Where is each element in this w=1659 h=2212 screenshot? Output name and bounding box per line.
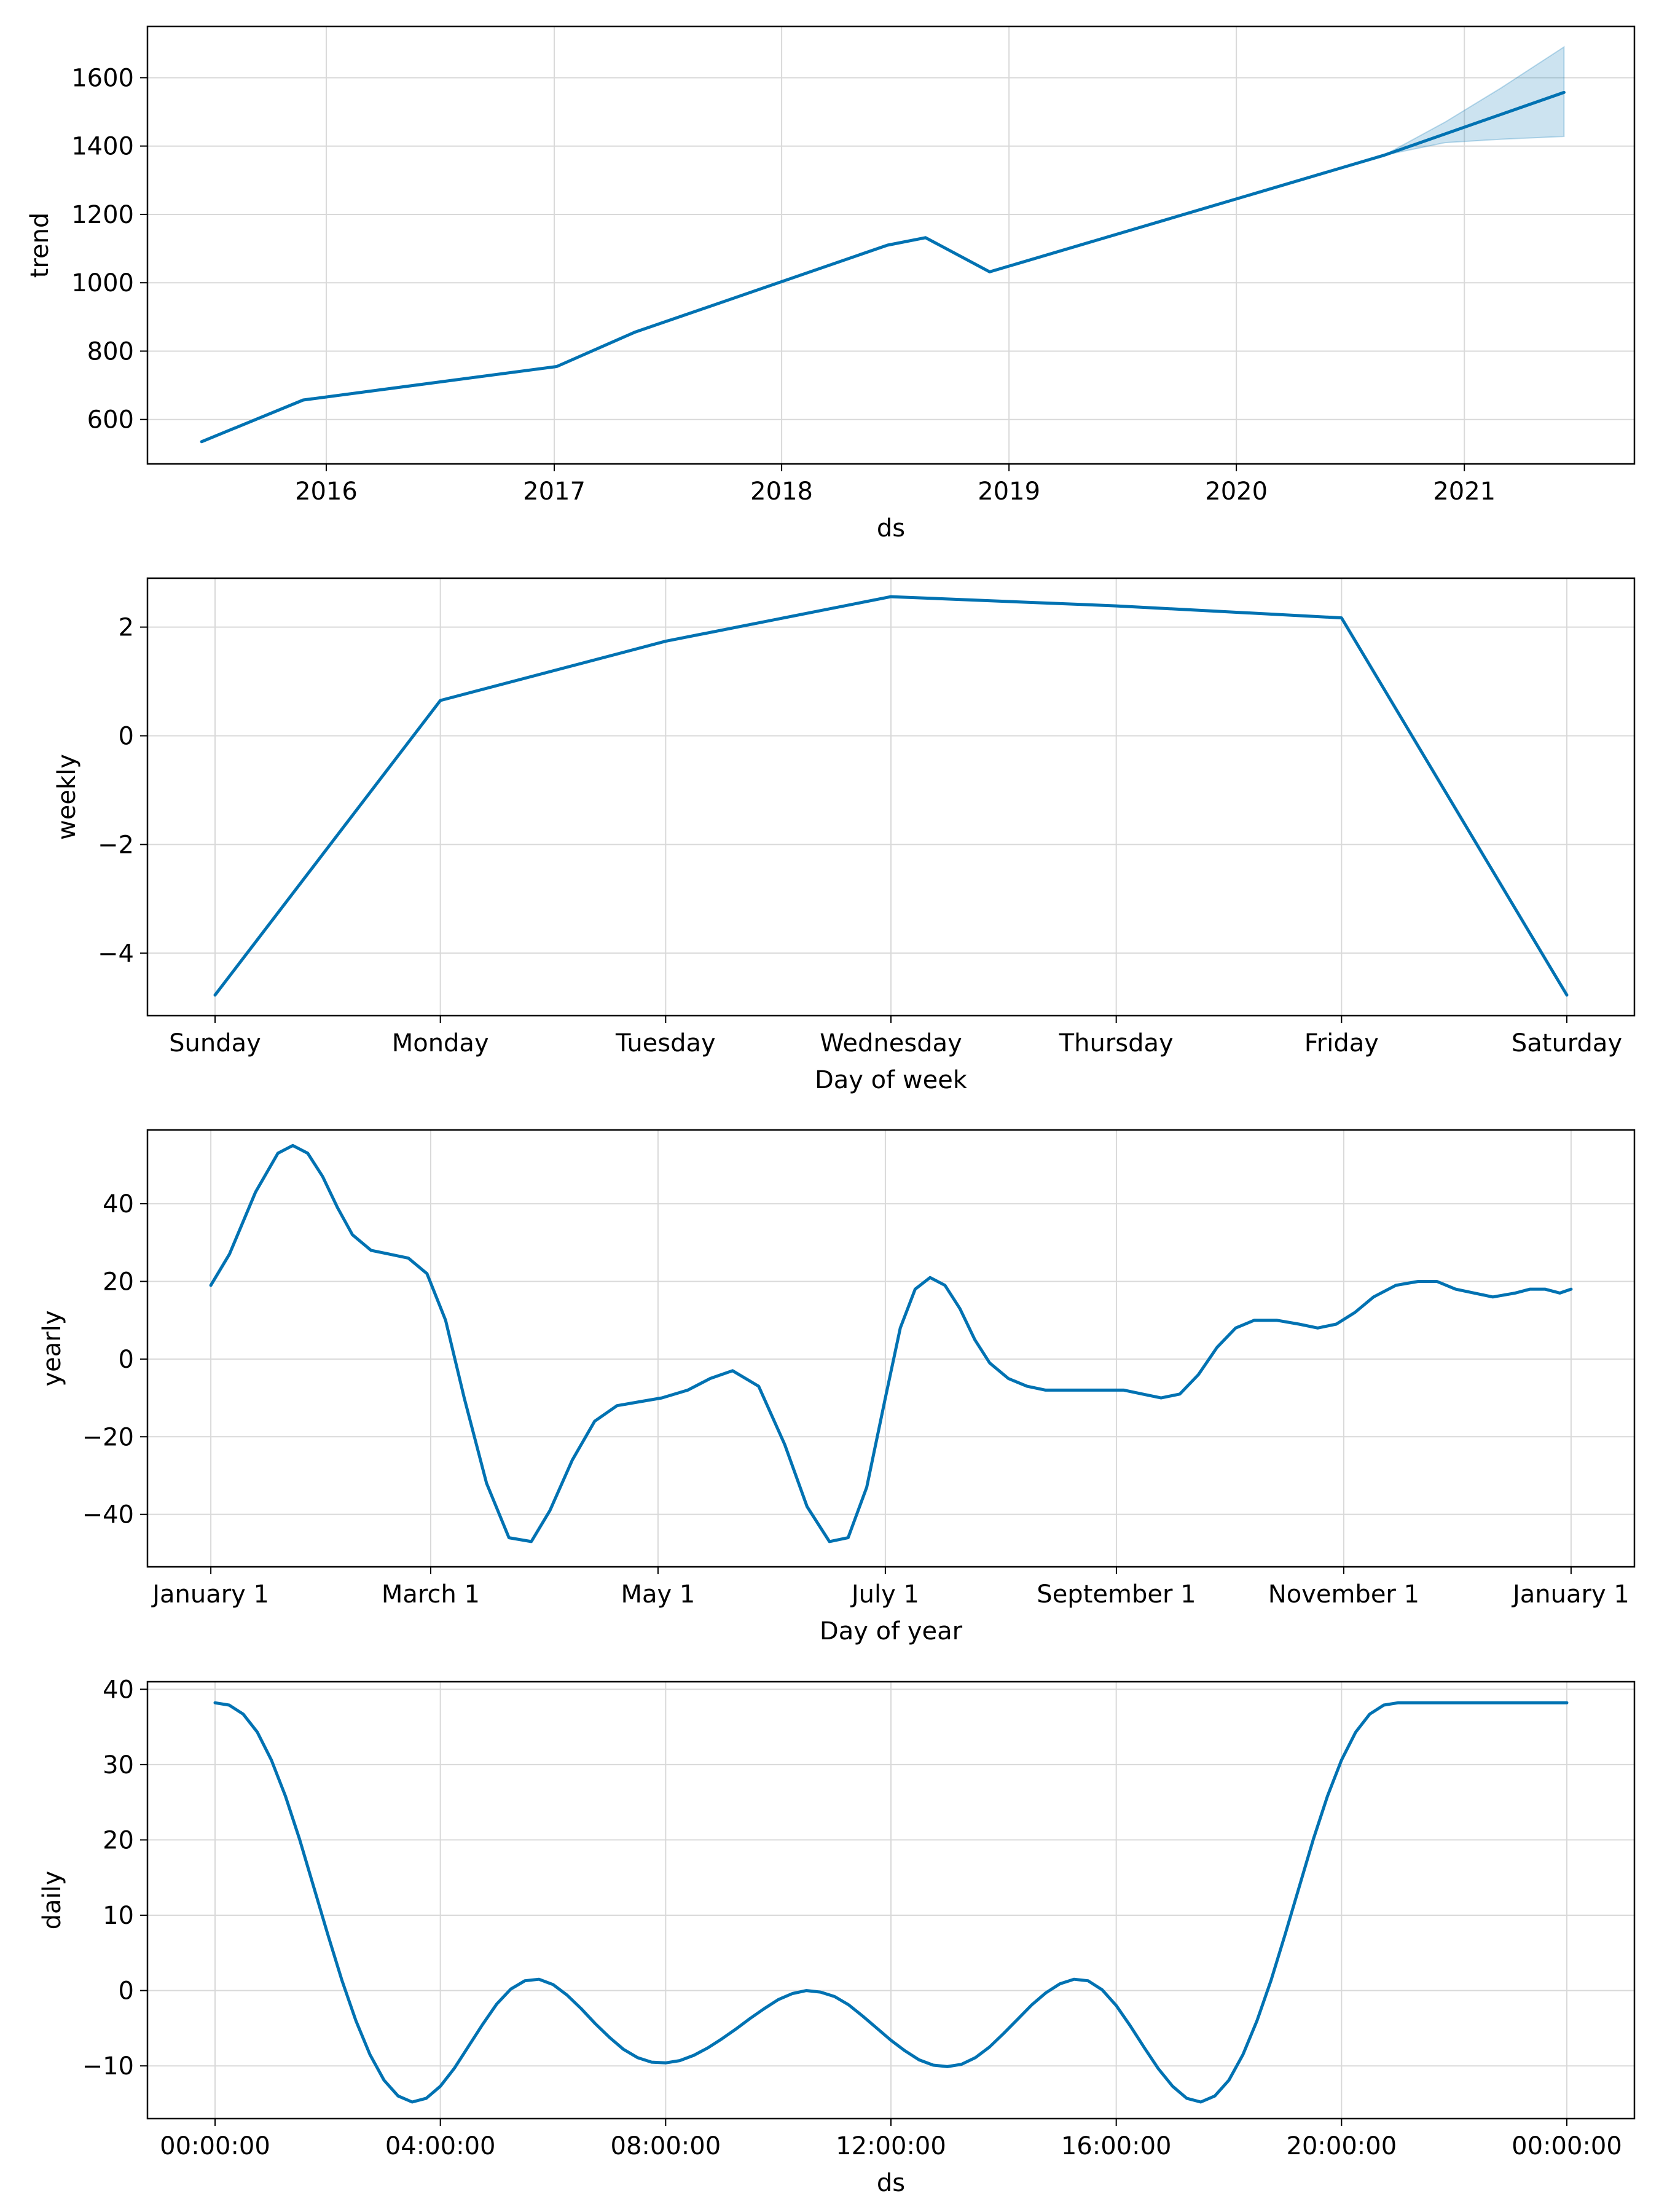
y-tick-label: 40 — [103, 1190, 134, 1218]
x-tick-label: January 1 — [151, 1580, 269, 1609]
y-tick-label: 0 — [119, 1977, 134, 2006]
y-tick-label: 20 — [103, 1826, 134, 1854]
x-tick-label: 2016 — [295, 477, 358, 506]
y-tick-label: −20 — [82, 1423, 134, 1451]
x-tick-label: 20:00:00 — [1287, 2132, 1397, 2160]
chart-panel-weekly: Sunday Monday Tuesday Wednesday Thursday Frid… — [53, 577, 1636, 1094]
x-tick-label: 00:00:00 — [160, 2132, 270, 2160]
y-tick-label: 10 — [103, 1902, 134, 1930]
series-line-yearly — [209, 1143, 1573, 1543]
x-tick-label: Tuesday — [615, 1029, 716, 1057]
y-tick-label: 20 — [103, 1268, 134, 1296]
x-tick-label: Friday — [1304, 1029, 1379, 1057]
x-tick-label: Saturday — [1512, 1029, 1622, 1057]
x-tick-label: 08:00:00 — [611, 2132, 721, 2160]
series-line-daily — [213, 1701, 1569, 2104]
x-tick-label: July 1 — [850, 1580, 919, 1609]
y-axis-label: daily — [38, 1871, 66, 1930]
x-tick-label: September 1 — [1037, 1580, 1196, 1609]
axes-frame — [146, 1129, 1636, 1568]
x-tick-label: 04:00:00 — [385, 2132, 496, 2160]
y-tick-label: −4 — [98, 939, 134, 968]
x-axis-label: Day of week — [815, 1066, 968, 1094]
y-tick-label: 40 — [103, 1676, 134, 1704]
x-tick-label: 00:00:00 — [1512, 2132, 1622, 2160]
x-tick-label: 2018 — [750, 477, 813, 506]
y-tick-label: 30 — [103, 1751, 134, 1779]
y-axis-label: trend — [26, 213, 54, 278]
x-tick-label: 2017 — [523, 477, 586, 506]
y-tick-label: 600 — [87, 406, 134, 434]
y-tick-label: 2 — [119, 614, 134, 642]
x-tick-label: May 1 — [621, 1580, 695, 1609]
x-axis-label: Day of year — [820, 1617, 963, 1645]
y-tick-label: 1200 — [71, 201, 134, 229]
chart-panel-yearly: January 1 March 1 May 1 July 1 September 1 No… — [38, 1129, 1636, 1645]
axes-frame — [146, 25, 1636, 465]
y-tick-label: 1000 — [71, 269, 134, 297]
x-tick-label: 16:00:00 — [1061, 2132, 1172, 2160]
x-tick-label: 2021 — [1433, 477, 1496, 506]
x-axis-label: ds — [877, 514, 905, 543]
y-axis-label: weekly — [53, 754, 81, 840]
y-tick-label: 0 — [119, 1346, 134, 1374]
series-line-trend — [200, 90, 1566, 444]
x-tick-label: Thursday — [1059, 1029, 1174, 1057]
y-tick-label: −2 — [98, 831, 134, 859]
y-tick-label: 1600 — [71, 64, 134, 92]
x-axis-label: ds — [877, 2169, 905, 2197]
x-tick-label: Wednesday — [820, 1029, 962, 1057]
x-tick-label: November 1 — [1268, 1580, 1419, 1609]
x-tick-label: Sunday — [169, 1029, 261, 1057]
y-tick-label: 0 — [119, 722, 134, 750]
y-tick-label: −10 — [82, 2052, 134, 2081]
x-tick-label: 2019 — [978, 477, 1040, 506]
y-axis-label: yearly — [38, 1310, 66, 1386]
chart-panel-daily: 00:00:00 04:00:00 08:00:00 12:00:00 16:00:00… — [38, 1676, 1636, 2197]
x-tick-label: 12:00:00 — [836, 2132, 946, 2160]
x-tick-label: 2020 — [1205, 477, 1268, 506]
y-tick-label: −40 — [82, 1501, 134, 1529]
x-tick-label: March 1 — [382, 1580, 480, 1609]
y-tick-label: 1400 — [71, 133, 134, 161]
chart-panel-trend: 2016 2017 2018 2019 2020 2021 600 800 1000 1200 14… — [26, 25, 1636, 543]
x-tick-label: January 1 — [1511, 1580, 1630, 1609]
series-line-weekly — [213, 595, 1569, 997]
x-tick-label: Monday — [392, 1029, 489, 1057]
y-tick-label: 800 — [87, 337, 134, 366]
